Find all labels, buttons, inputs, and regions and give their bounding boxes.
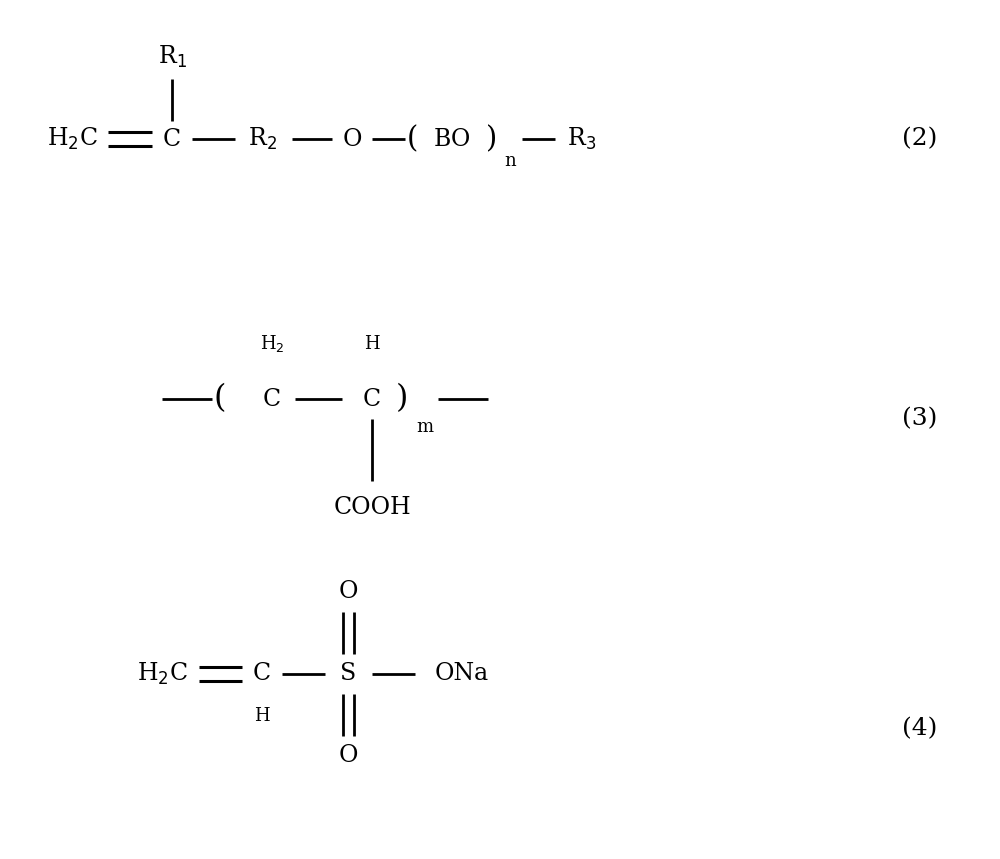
Text: R$_3$: R$_3$ [567,126,597,152]
Text: BO: BO [433,127,471,150]
Text: C: C [253,662,271,685]
Text: (3): (3) [902,407,938,430]
Text: (2): (2) [902,127,938,150]
Text: H: H [364,335,380,353]
Text: ): ) [396,383,408,415]
Text: COOH: COOH [333,496,411,519]
Text: R$_2$: R$_2$ [248,126,276,152]
Text: C: C [263,387,281,411]
Text: n: n [504,152,516,170]
Text: S: S [340,662,356,685]
Text: ): ) [486,125,498,153]
Text: ONa: ONa [435,662,489,685]
Text: R$_1$: R$_1$ [158,44,186,70]
Text: C: C [163,127,181,150]
Text: O: O [338,581,358,604]
Text: (: ( [406,125,418,153]
Text: H: H [254,707,270,725]
Text: O: O [342,127,362,150]
Text: m: m [416,418,434,436]
Text: H$_2$C: H$_2$C [137,661,187,687]
Text: (4): (4) [902,717,938,740]
Text: H$_2$: H$_2$ [260,333,284,355]
Text: O: O [338,745,358,767]
Text: (: ( [214,383,226,415]
Text: C: C [363,387,381,411]
Text: H$_2$C: H$_2$C [47,126,97,152]
